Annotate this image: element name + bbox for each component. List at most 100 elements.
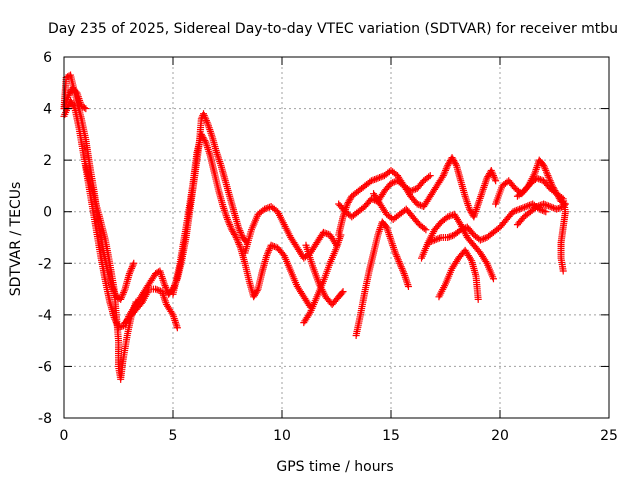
axis-ticks: 0 5 10 15 20 25 -8 -6 -4 -2 0 2 4 6 — [38, 50, 618, 444]
data-point — [487, 166, 495, 174]
data-point — [224, 217, 232, 225]
data-point — [161, 282, 169, 290]
data-point — [267, 241, 275, 249]
data-point — [420, 224, 428, 232]
data-point — [253, 287, 261, 295]
data-point — [467, 255, 475, 263]
data-point — [395, 258, 403, 266]
data-point — [541, 201, 549, 209]
data-point — [369, 176, 377, 184]
data-point — [543, 168, 551, 176]
data-point — [394, 256, 402, 264]
data-point — [130, 259, 138, 267]
data-track — [335, 172, 434, 221]
data-point — [202, 115, 210, 123]
data-point — [546, 203, 554, 211]
data-point — [540, 200, 548, 208]
data-point — [262, 204, 270, 212]
data-point — [321, 229, 329, 237]
data-point — [392, 251, 400, 259]
data-point — [415, 201, 423, 209]
data-point — [338, 289, 346, 297]
data-point — [233, 235, 241, 243]
data-point — [542, 166, 550, 174]
data-point — [559, 267, 567, 275]
data-point — [546, 177, 554, 185]
x-tick-label: 10 — [273, 428, 291, 444]
data-point — [458, 225, 466, 233]
data-point — [490, 173, 498, 181]
data-point — [269, 242, 277, 250]
data-point — [524, 202, 532, 210]
data-point — [382, 222, 390, 230]
data-point — [408, 186, 416, 194]
data-point — [264, 248, 272, 256]
data-point — [168, 309, 176, 317]
data-point — [126, 268, 134, 276]
data-point — [162, 285, 170, 293]
data-point — [118, 292, 126, 300]
data-point — [439, 172, 447, 180]
data-point — [72, 88, 80, 96]
data-point — [80, 104, 88, 112]
data-point — [399, 268, 407, 276]
data-point — [535, 175, 543, 183]
data-point — [226, 222, 234, 230]
data-point — [540, 163, 548, 171]
data-point — [511, 207, 519, 215]
data-point — [200, 110, 208, 118]
data-point — [129, 261, 137, 269]
x-tick-label: 15 — [382, 428, 400, 444]
data-point — [410, 186, 418, 194]
data-point — [372, 175, 380, 183]
data-point — [536, 201, 544, 209]
data-track — [169, 130, 314, 311]
data-point — [545, 173, 553, 181]
data-point — [234, 239, 242, 247]
data-point — [444, 213, 452, 221]
data-point — [517, 204, 525, 212]
x-tick-label: 0 — [60, 428, 69, 444]
y-tick-label: -4 — [38, 308, 52, 324]
data-track — [418, 210, 497, 283]
data-point — [442, 166, 449, 174]
data-point — [443, 163, 451, 171]
data-point — [492, 177, 500, 185]
data-point — [371, 175, 379, 183]
data-point — [155, 286, 163, 294]
data-point — [376, 174, 384, 182]
data-point — [476, 236, 484, 244]
data-point — [227, 224, 235, 232]
data-point — [263, 252, 271, 260]
data-point — [367, 177, 375, 185]
data-point — [533, 174, 541, 182]
data-point — [152, 285, 160, 293]
data-point — [440, 170, 448, 178]
data-point — [514, 206, 522, 214]
data-point — [117, 294, 125, 302]
data-point — [533, 203, 541, 211]
data-point — [478, 235, 486, 243]
data-point — [393, 252, 401, 260]
data-point — [445, 212, 453, 220]
data-point — [237, 230, 245, 238]
data-point — [491, 175, 499, 183]
x-axis-label: GPS time / hours — [276, 459, 393, 475]
data-point — [434, 235, 442, 243]
data-point — [436, 234, 444, 242]
data-track — [424, 200, 550, 247]
data-point — [389, 179, 397, 187]
data-point — [391, 249, 399, 257]
data-point — [545, 175, 553, 183]
data-point — [377, 173, 385, 181]
data-point — [442, 165, 450, 173]
data-point — [425, 173, 433, 181]
y-tick-label: 2 — [43, 153, 52, 169]
data-point — [265, 246, 273, 254]
data-point — [424, 239, 432, 247]
data-point — [422, 226, 430, 234]
data-point — [516, 205, 524, 213]
data-point — [234, 237, 242, 245]
data-point — [70, 103, 78, 111]
data-point — [232, 234, 240, 241]
